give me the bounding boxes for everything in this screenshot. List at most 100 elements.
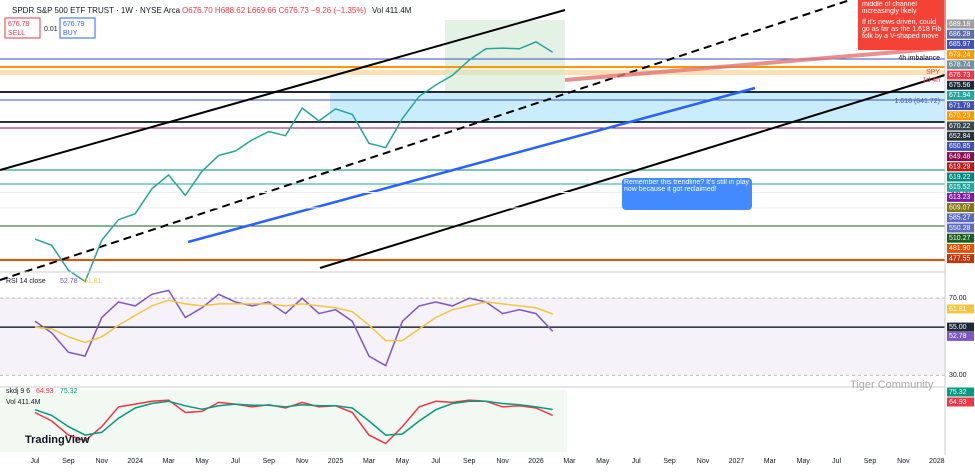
x-tick-label: Sep [263, 458, 276, 465]
price-label: 689.18 [949, 21, 971, 28]
note-box [858, 0, 946, 50]
level-label: 55.00 [949, 324, 967, 331]
x-tick-label: May [596, 458, 610, 465]
imbalance-label: 4h imbalance [898, 55, 940, 62]
callout-text: Remember this trendline? It's still in p… [624, 179, 750, 193]
price-label-box [947, 203, 974, 213]
x-tick-label: Nov [897, 458, 910, 465]
buy-price[interactable]: 676.79 [63, 21, 85, 28]
trendline [187, 86, 756, 244]
value-label: 52.78 [949, 333, 967, 340]
price-label-box [947, 19, 974, 29]
price-label-box [947, 233, 974, 243]
x-tick-label: May [195, 458, 209, 465]
price-label: 481.90 [949, 245, 971, 252]
price-label: 686.28 [949, 31, 971, 38]
pane-title: RSI 14 close [6, 278, 46, 285]
price-label-box [947, 70, 974, 80]
legend-value: 64.93 [36, 388, 54, 395]
x-tick-label: 2026 [528, 458, 544, 465]
y-tick-label: 70.00 [949, 295, 967, 302]
brand: TradingView [25, 434, 90, 446]
x-tick-label: Nov [697, 458, 710, 465]
projection [564, 46, 946, 82]
x-tick-label: 2024 [127, 458, 143, 465]
series-line [34, 41, 554, 283]
price-label: 619.22 [949, 174, 971, 181]
price-label-box [947, 192, 974, 202]
price-label: 550.28 [949, 225, 971, 232]
price-label-box [947, 90, 974, 100]
price-label: 649.48 [949, 153, 971, 160]
pane-title: skdj 9 6 [6, 388, 30, 395]
x-tick-label: Sep [62, 458, 75, 465]
channel-line [319, 74, 946, 269]
price-label: 671.94 [949, 92, 971, 99]
x-tick-label: Sep [463, 458, 476, 465]
x-tick-label: Jul [832, 458, 841, 465]
x-tick-label: Jul [431, 458, 440, 465]
price-label-box [947, 223, 974, 233]
value-label: 64.93 [949, 399, 967, 406]
legend-value: 61.81 [84, 278, 102, 285]
x-tick-label: 2025 [328, 458, 344, 465]
value-box [947, 387, 974, 397]
ohlc: O676.70 H688.62 L669.66 C676.73 −9.26 (−… [182, 6, 366, 15]
price-label: 650.85 [949, 143, 971, 150]
buy-button[interactable] [59, 17, 96, 39]
value-box [947, 331, 974, 341]
price-label-box [947, 131, 974, 141]
callout [622, 178, 752, 210]
price-label: 615.52 [949, 184, 971, 191]
x-tick-label: Jul [231, 458, 240, 465]
price-label-box [947, 254, 974, 264]
price-label-box [947, 152, 974, 162]
price-label-box [947, 182, 974, 192]
series-line [34, 400, 553, 436]
y-tick-label: 504.00 [949, 189, 971, 196]
x-tick-label: Mar [363, 458, 376, 465]
price-label: 619.29 [949, 164, 971, 171]
sell-price[interactable]: 676.78 [8, 21, 30, 28]
sell-button[interactable] [4, 17, 41, 39]
series-line [34, 299, 553, 344]
channel-line [0, 9, 566, 171]
price-label-box [947, 60, 974, 70]
symbol-label: SPY [926, 69, 940, 76]
price-label: 613.23 [949, 194, 971, 201]
price-label-box [947, 101, 974, 111]
channel-zone [445, 20, 565, 95]
price-label-box [947, 243, 974, 253]
trendlines [0, 0, 946, 281]
x-tick-label: Mar [163, 458, 176, 465]
price-label: 670.22 [949, 123, 971, 130]
legend-value: 75.32 [60, 388, 78, 395]
volume: Vol 411.4M [372, 6, 412, 15]
legend-value: 52.78 [60, 278, 78, 285]
sell-label[interactable]: SELL [8, 30, 25, 37]
x-tick-label: Mar [563, 458, 576, 465]
buy-label[interactable]: BUY [63, 30, 78, 37]
timer-label: 1d 4h [922, 77, 940, 84]
title: SPDR S&P 500 ETF TRUST · 1W · NYSE Arca [12, 6, 181, 15]
price-label-box [947, 50, 974, 60]
x-tick-label: May [797, 458, 811, 465]
rsi-band [0, 298, 945, 376]
price-label-box [947, 111, 974, 121]
price-label-box [947, 172, 974, 182]
price-label: 652.84 [949, 133, 971, 140]
y-tick-label: 30.00 [949, 372, 967, 379]
x-tick-label: May [396, 458, 410, 465]
level-box [947, 322, 974, 332]
value-label: 61.81 [949, 306, 967, 313]
x-tick-label: 2028 [929, 458, 945, 465]
price-label: 477.55 [949, 255, 971, 262]
price-label: 671.79 [949, 102, 971, 109]
price-label: 609.07 [949, 204, 971, 211]
value-box [947, 304, 974, 314]
x-tick-label: Jul [31, 458, 40, 465]
spread: 0.01 [44, 26, 58, 33]
value-box [947, 397, 974, 407]
price-label: 675.56 [949, 82, 971, 89]
